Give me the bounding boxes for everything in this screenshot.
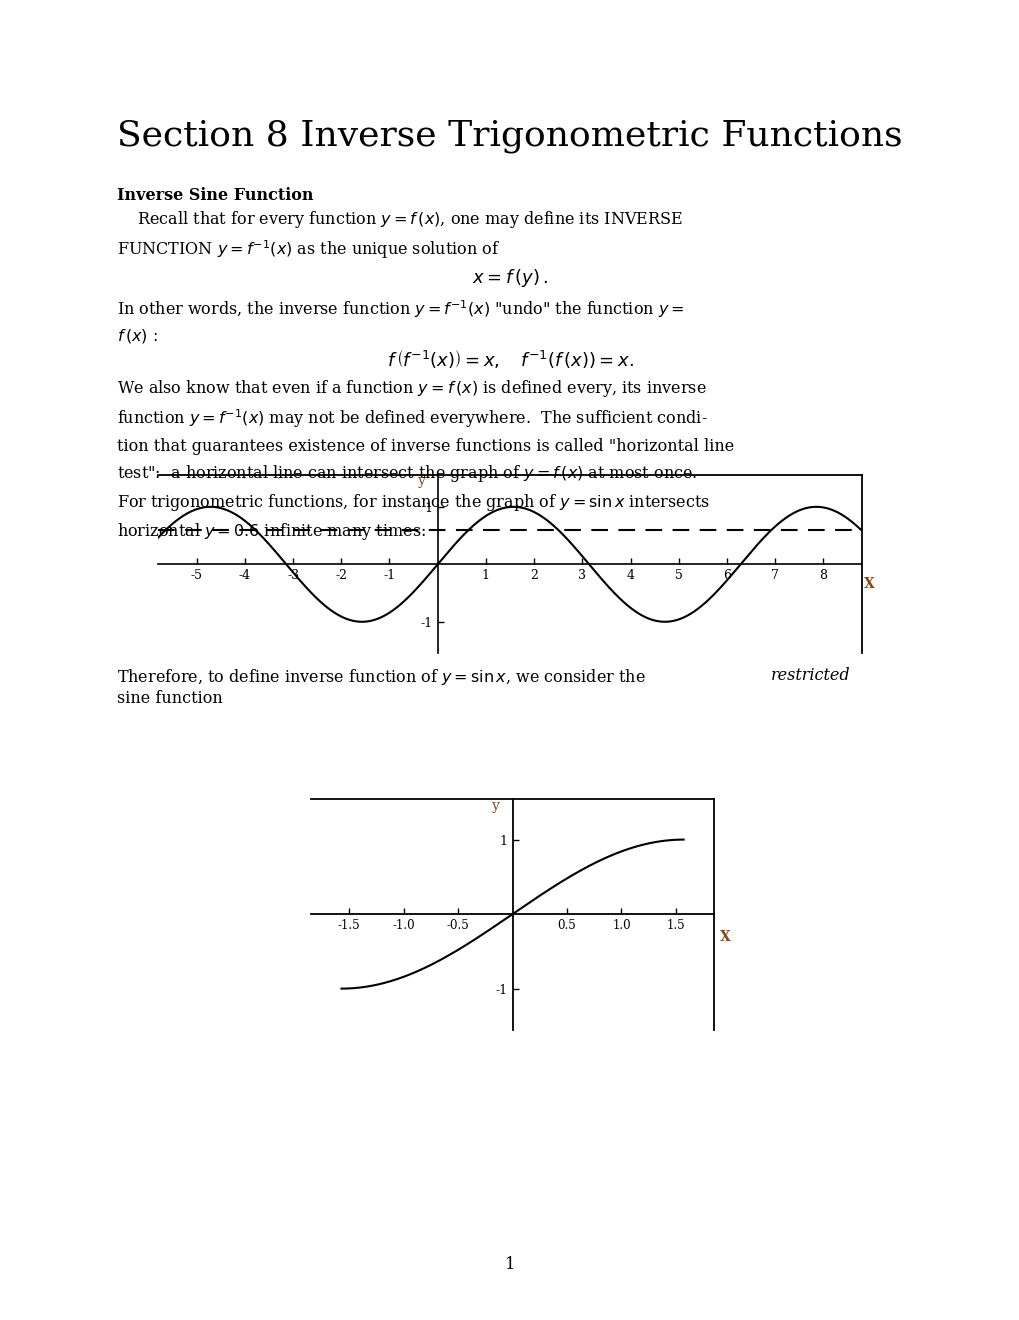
Text: Inverse Sine Function: Inverse Sine Function bbox=[117, 187, 314, 205]
Text: sine function: sine function bbox=[117, 690, 223, 708]
Text: restricted: restricted bbox=[770, 667, 850, 684]
Text: In other words, the inverse function $y = f^{-1}(x)$ "undo" the function $y =$
$: In other words, the inverse function $y … bbox=[117, 298, 684, 346]
Text: y: y bbox=[491, 799, 499, 813]
Text: Section 8 Inverse Trigonometric Functions: Section 8 Inverse Trigonometric Function… bbox=[117, 119, 902, 153]
Text: We also know that even if a function $y = f\,(x)$ is defined every, its inverse
: We also know that even if a function $y … bbox=[117, 378, 734, 543]
Text: Therefore, to define inverse function of $y = \sin x$, we consider the: Therefore, to define inverse function of… bbox=[117, 667, 646, 686]
Text: X: X bbox=[718, 931, 730, 945]
Text: X: X bbox=[863, 577, 873, 591]
Text: Therefore, to define inverse function of $y = \sin x$, we consider the: Therefore, to define inverse function of… bbox=[117, 667, 646, 686]
Text: 1: 1 bbox=[504, 1257, 515, 1272]
Text: Recall that for every function $y = f\,(x)$, one may define its INVERSE
FUNCTION: Recall that for every function $y = f\,(… bbox=[117, 209, 683, 261]
Text: $f\,\left(f^{-1}(x)\right) = x, \quad f^{-1}(f\,(x)) = x.$: $f\,\left(f^{-1}(x)\right) = x, \quad f^… bbox=[386, 348, 633, 371]
Text: y: y bbox=[418, 474, 425, 488]
Text: $x = f\,(y)\,.$: $x = f\,(y)\,.$ bbox=[472, 267, 547, 289]
